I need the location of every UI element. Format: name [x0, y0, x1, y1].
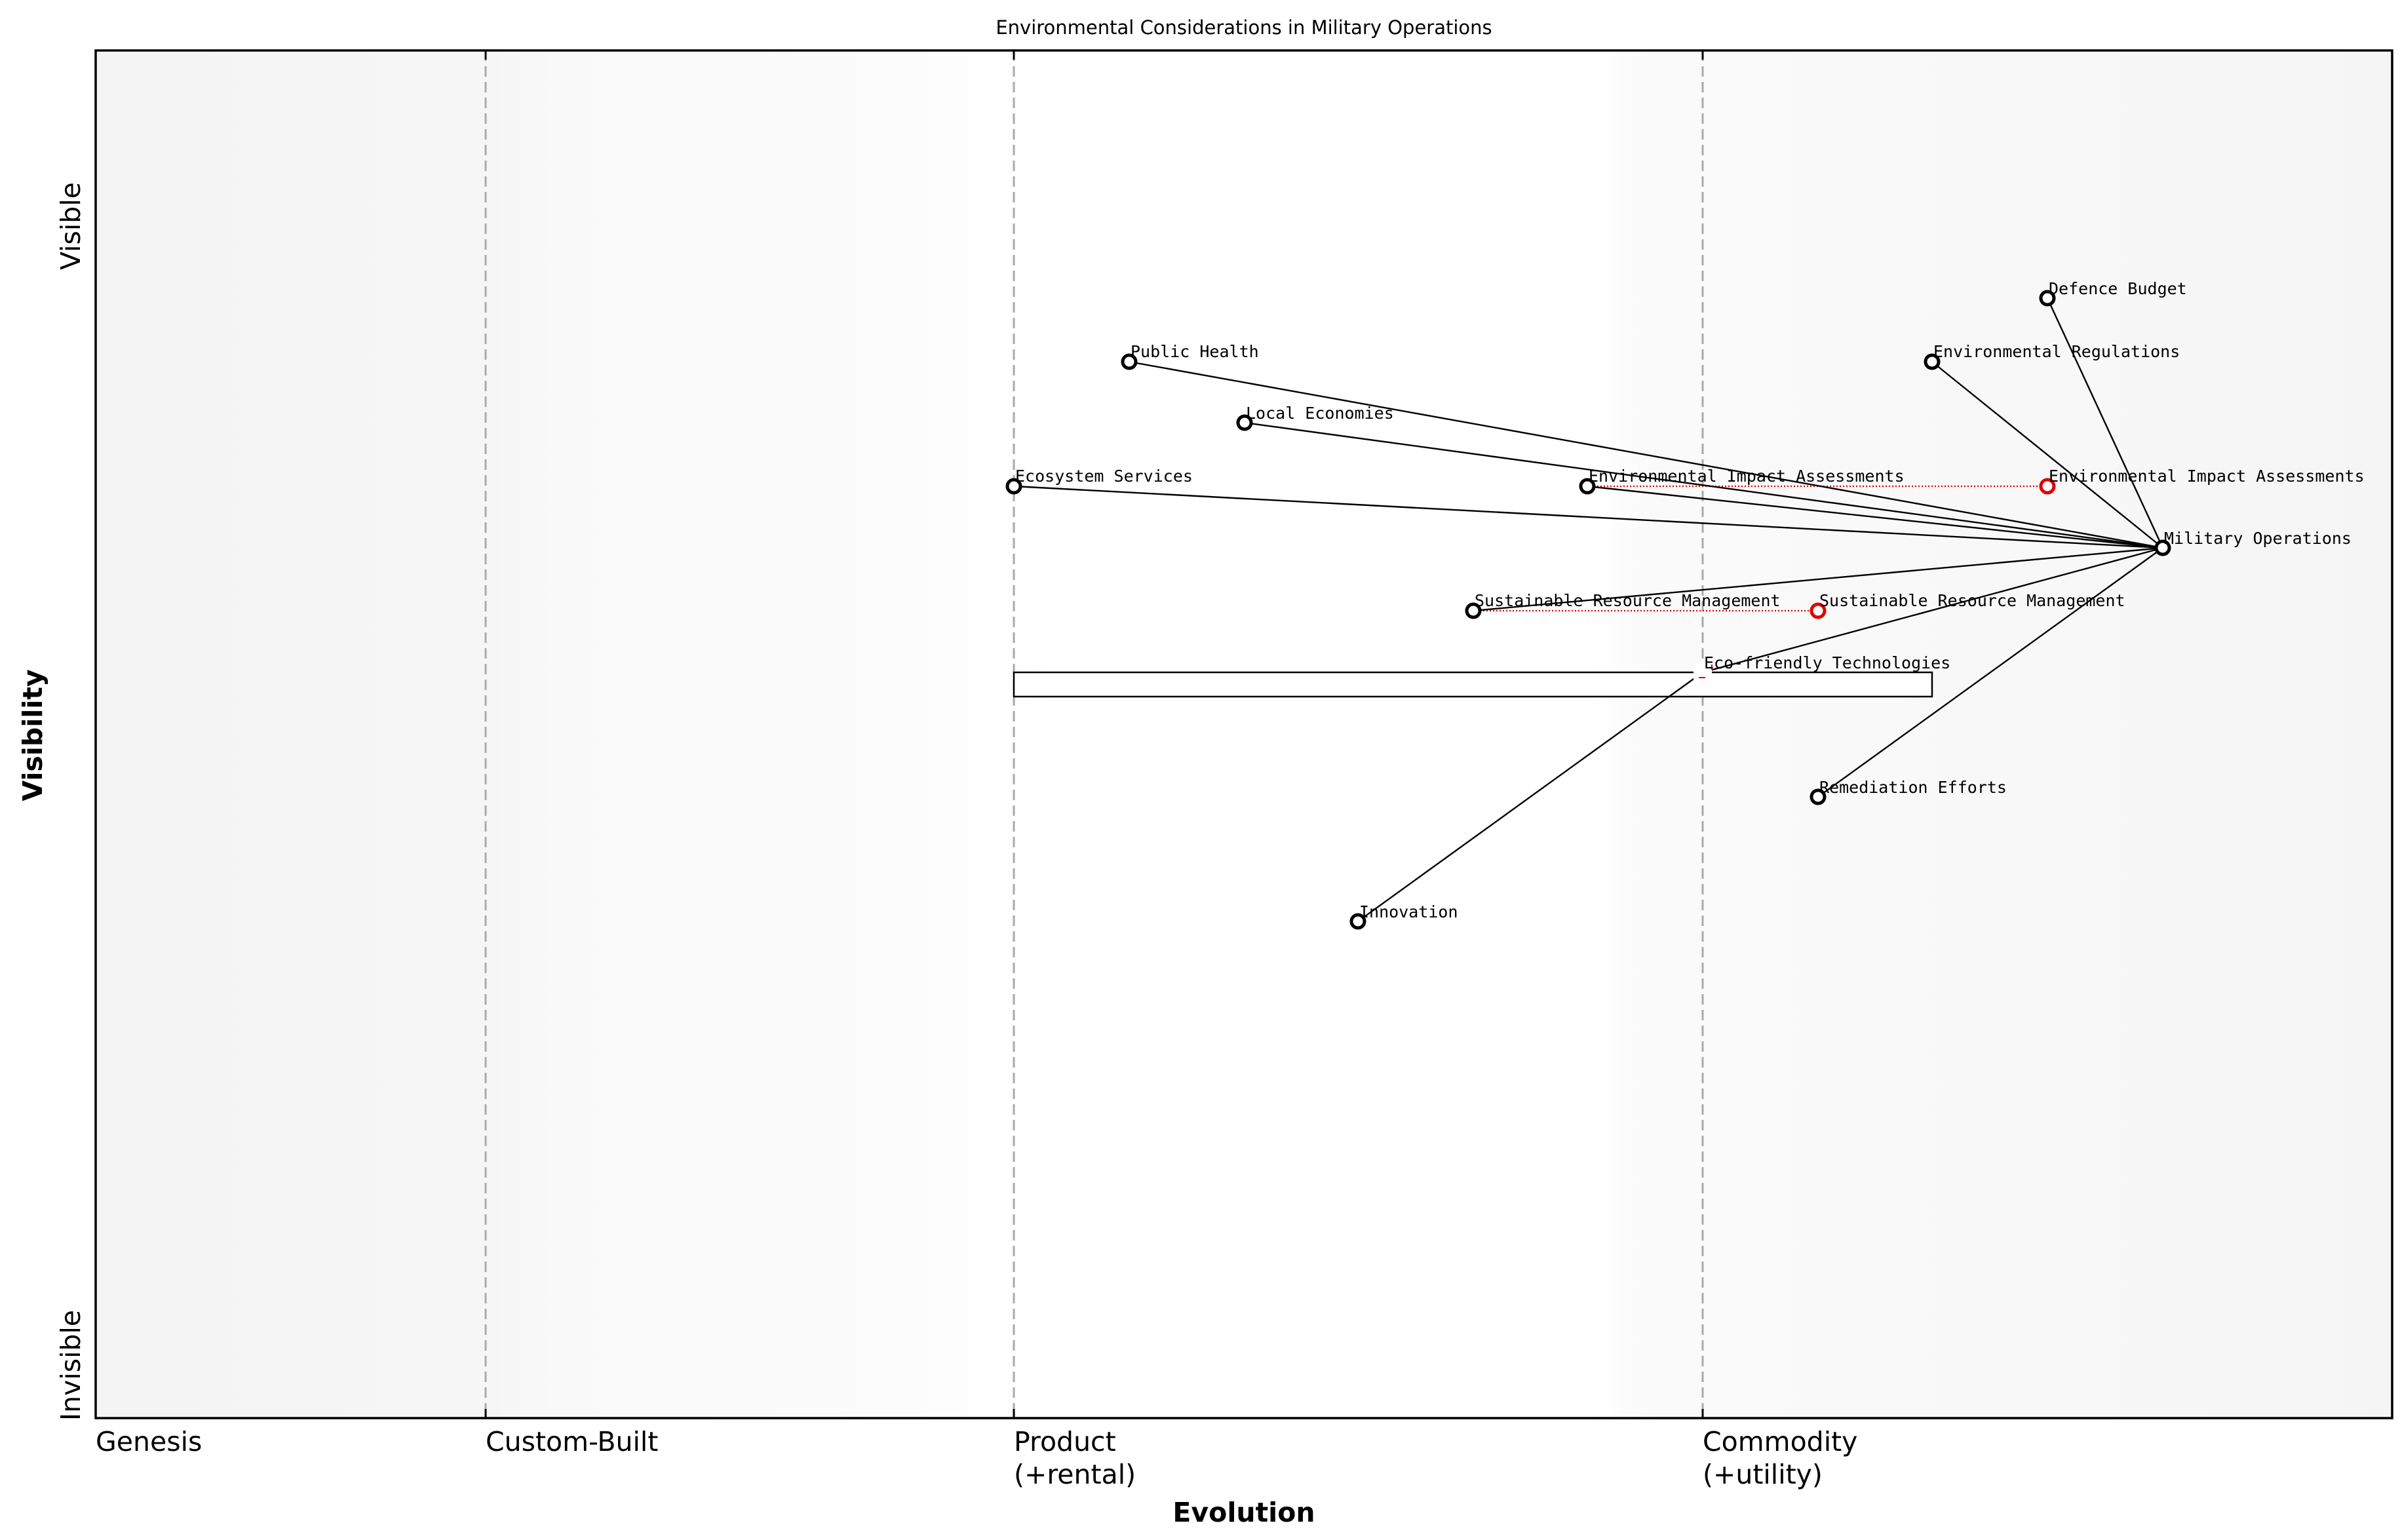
stage-label-custom-built: Custom-Built [486, 1426, 658, 1457]
node-marker[interactable] [1924, 353, 1941, 370]
node-label: Environmental Impact Assessments [1589, 467, 1905, 486]
chart-title: Environmental Considerations in Military… [996, 16, 1492, 39]
node-sustainable-resource-management-evolved[interactable]: Sustainable Resource Management [1810, 591, 2125, 619]
node-marker[interactable] [1579, 478, 1596, 495]
node-ecosystem-services[interactable]: Ecosystem Services [1005, 467, 1193, 495]
node-marker[interactable] [1121, 353, 1138, 370]
node-environmental-regulations[interactable]: Environmental Regulations [1924, 342, 2180, 370]
node-marker[interactable] [1236, 414, 1253, 431]
node-eco-friendly-technologies[interactable]: Eco-friendly Technologies [1694, 653, 1950, 682]
node-label: Local Economies [1246, 404, 1394, 423]
link-mo-eco-tech [1702, 547, 2163, 674]
node-remediation-efforts[interactable]: Remediation Efforts [1810, 778, 2007, 805]
y-label-visible: Visible [55, 182, 87, 270]
y-axis-title: Visibility [17, 669, 48, 801]
stage-label-commodity-sub: (+utility) [1703, 1459, 1823, 1490]
node-label: Innovation [1359, 902, 1458, 921]
link-mo-eia [1587, 485, 2163, 549]
node-marker[interactable] [1810, 788, 1827, 805]
plot-background [96, 50, 2392, 1418]
stage-label-product: Product [1014, 1426, 1116, 1457]
link-mo-remediation [1817, 547, 2163, 798]
node-label: Sustainable Resource Management [1475, 591, 1781, 610]
evolved-node-marker[interactable] [2039, 478, 2056, 495]
link-mo-srm [1473, 547, 2163, 612]
node-label: Environmental Impact Assessments [2049, 467, 2365, 486]
stage-label-commodity: Commodity [1703, 1426, 1857, 1457]
node-public-health[interactable]: Public Health [1121, 342, 1259, 370]
node-defence-budget[interactable]: Defence Budget [2039, 279, 2187, 307]
node-marker[interactable] [1465, 602, 1482, 619]
stage-label-genesis: Genesis [96, 1426, 202, 1457]
node-local-economies[interactable]: Local Economies [1236, 404, 1394, 431]
node-label: Remediation Efforts [1819, 778, 2007, 797]
node-marker[interactable] [2039, 290, 2056, 307]
node-innovation[interactable]: Innovation [1349, 902, 1458, 930]
node-marker[interactable] [1349, 913, 1366, 930]
link-mo-defence-budget [2046, 298, 2164, 549]
node-label: Environmental Regulations [1933, 342, 2180, 361]
plot-frame [94, 49, 2393, 1419]
dependency-links [1013, 298, 2164, 922]
axis-ticks [484, 50, 1704, 1418]
node-environmental-impact-assessments[interactable]: Environmental Impact Assessments [1579, 467, 1905, 495]
node-military-operations[interactable]: Military Operations [2154, 529, 2352, 556]
stage-label-product-sub: (+rental) [1014, 1459, 1136, 1490]
node-marker[interactable] [1005, 478, 1022, 495]
x-axis-title: Evolution [1172, 1497, 1315, 1528]
node-label: Public Health [1131, 342, 1259, 361]
y-label-invisible: Invisible [55, 1310, 87, 1421]
link-mo-env-regulations [1931, 361, 2163, 549]
node-label: Eco-friendly Technologies [1704, 653, 1950, 672]
node-marker[interactable] [1694, 663, 1712, 682]
node-label: Defence Budget [2049, 279, 2187, 298]
inertia-box [1013, 671, 1933, 698]
link-mo-ecosystem-services [1013, 485, 2163, 549]
node-label: Ecosystem Services [1015, 467, 1193, 486]
evolved-node-marker[interactable] [1810, 602, 1827, 619]
node-marker[interactable] [2154, 539, 2171, 556]
node-label: Military Operations [2164, 529, 2352, 548]
link-mo-local-economies [1244, 421, 2163, 549]
node-label: Sustainable Resource Management [1819, 591, 2125, 610]
node-environmental-impact-assessments-evolved[interactable]: Environmental Impact Assessments [2039, 467, 2365, 495]
node-sustainable-resource-management[interactable]: Sustainable Resource Management [1465, 591, 1781, 619]
link-mo-public-health [1129, 360, 2163, 549]
link-eco-tech-innovation [1357, 672, 1703, 922]
